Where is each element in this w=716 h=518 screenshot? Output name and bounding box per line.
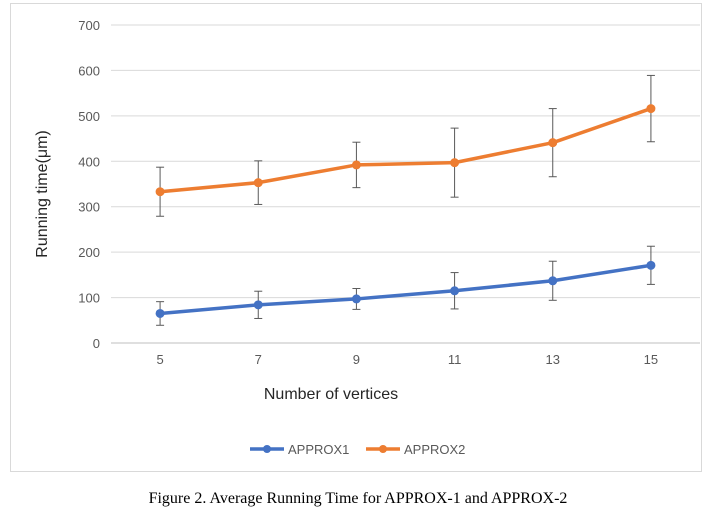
legend-marker-approx1 xyxy=(263,445,271,453)
data-point-approx1 xyxy=(351,294,361,304)
gridlines xyxy=(111,24,700,344)
data-point-approx2 xyxy=(253,178,263,188)
x-tick-label: 9 xyxy=(353,352,360,367)
data-point-approx2 xyxy=(351,160,361,170)
chart-frame xyxy=(10,3,702,472)
data-point-approx1 xyxy=(155,308,165,318)
series-line-approx2 xyxy=(158,106,653,194)
data-point-approx2 xyxy=(548,138,558,148)
x-axis-title: Number of vertices xyxy=(264,386,398,403)
y-tick-label: 100 xyxy=(78,291,100,306)
data-point-approx1 xyxy=(646,260,656,270)
x-tick-label: 5 xyxy=(156,352,163,367)
y-tick-label: 0 xyxy=(93,336,100,351)
y-tick-label: 500 xyxy=(78,109,100,124)
legend-marker-approx2 xyxy=(379,445,387,453)
y-tick-label: 200 xyxy=(78,245,100,260)
line-chart: 0 100 200 300 400 500 600 700 5 7 9 11 13 15 Number o… xyxy=(34,18,700,457)
x-tick-label: 13 xyxy=(546,352,560,367)
data-point-approx2 xyxy=(155,187,165,197)
data-point-approx1 xyxy=(450,286,460,296)
series-line-approx1 xyxy=(158,263,653,316)
legend-label-approx2: APPROX2 xyxy=(404,442,465,457)
x-tick-label: 11 xyxy=(448,352,462,367)
y-tick-label: 600 xyxy=(78,63,100,78)
data-point-approx1 xyxy=(253,300,263,310)
y-tick-label: 300 xyxy=(78,200,100,215)
legend-label-approx1: APPROX1 xyxy=(288,442,349,457)
error-bars xyxy=(156,74,655,326)
tick-labels: 0 100 200 300 400 500 600 700 5 7 9 11 13 15 xyxy=(78,18,658,367)
data-point-approx1 xyxy=(548,276,558,286)
legend: APPROX1 APPROX2 xyxy=(250,442,465,457)
x-tick-label: 7 xyxy=(255,352,262,367)
y-tick-label: 400 xyxy=(78,154,100,169)
y-tick-label: 700 xyxy=(78,18,100,33)
data-point-approx2 xyxy=(450,158,460,168)
figure-caption: Figure 2. Average Running Time for APPRO… xyxy=(148,490,568,507)
data-point-approx2 xyxy=(646,104,656,114)
y-axis-title: Running time(μm) xyxy=(34,130,51,257)
series-lines xyxy=(155,104,656,318)
x-tick-label: 15 xyxy=(644,352,658,367)
